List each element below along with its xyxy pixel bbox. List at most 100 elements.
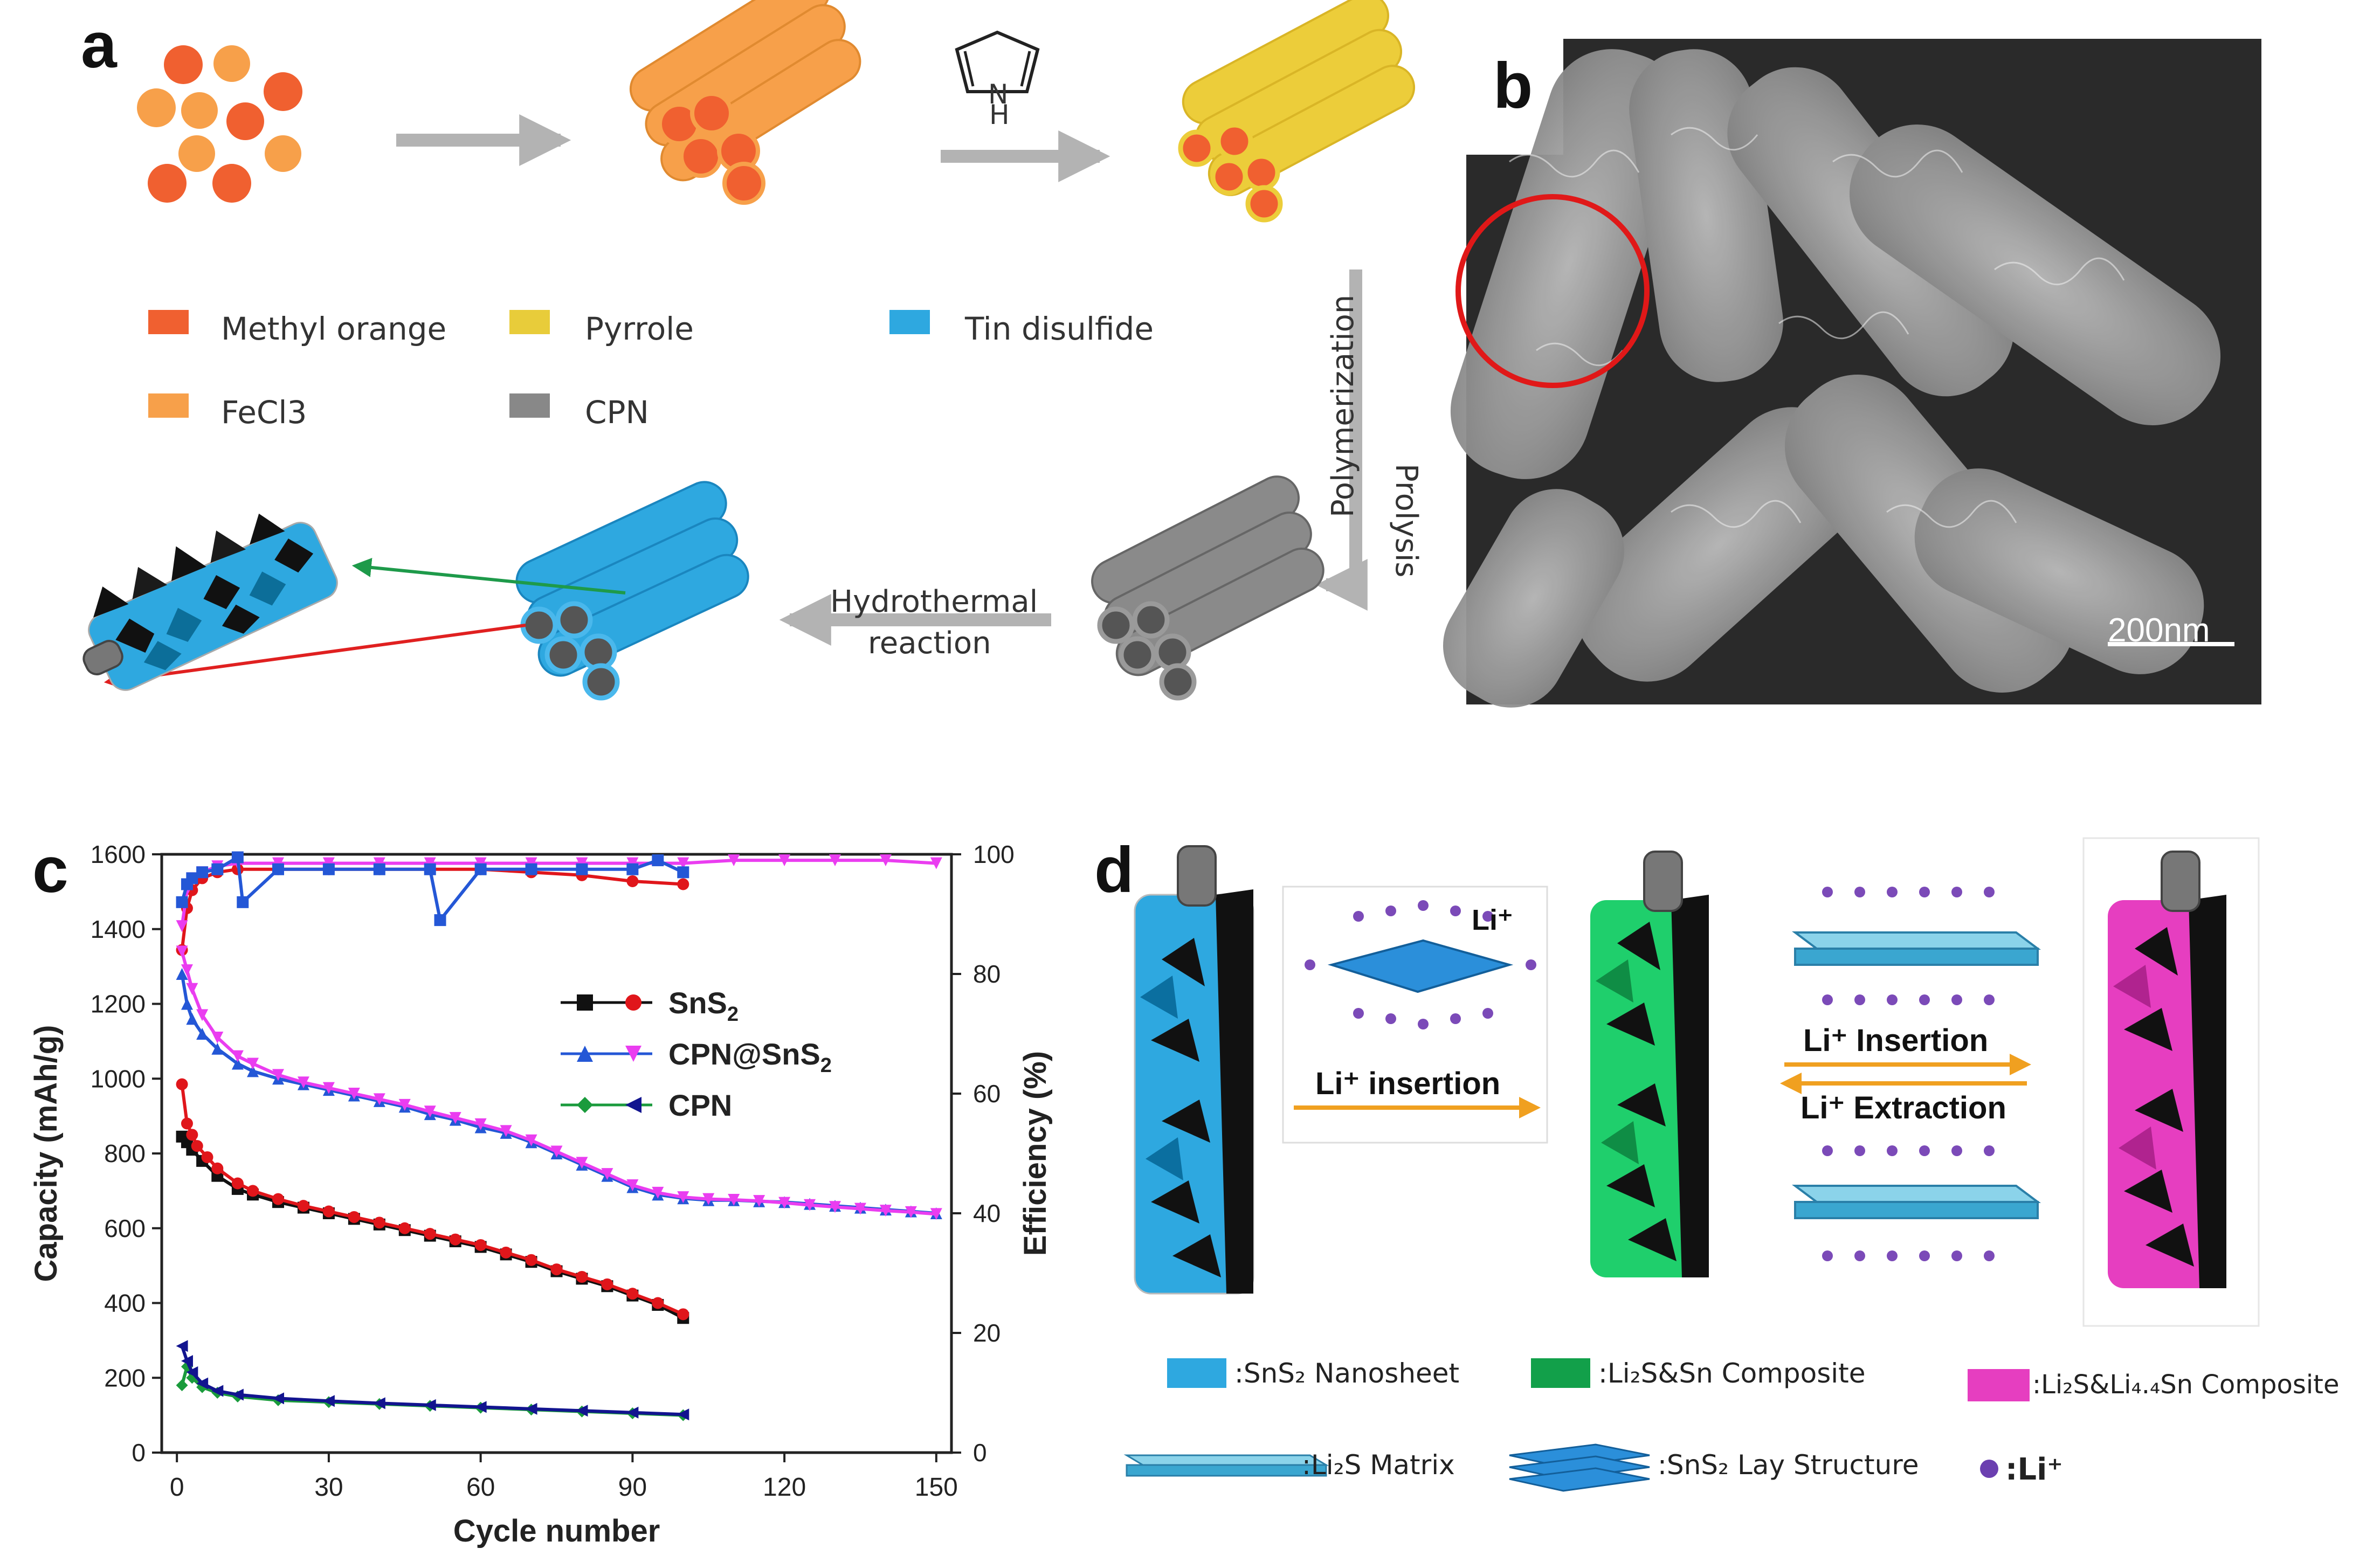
methyl-orange-fecl3-particles [137,45,302,203]
data-point [449,1112,461,1124]
data-point [272,857,284,869]
data-point [373,1093,385,1105]
data-point [728,854,740,867]
data-point [753,1195,765,1207]
x-axis-label: Cycle number [453,1513,660,1549]
panel-a-legend: Methyl orange Pyrrole Tin disulfide FeCl… [148,310,1154,431]
y2-tick-label: 20 [973,1319,1001,1347]
data-point [231,1058,244,1070]
y-tick-label: 200 [104,1364,146,1392]
data-point [211,1162,224,1174]
data-point [424,1399,436,1411]
data-point [297,1076,309,1089]
legend-label-cpn: CPN [585,394,649,431]
data-point [201,1151,213,1163]
legend-label-sns2-nanosheet: :SnS₂ Nanosheet [1234,1358,1459,1389]
data-point [626,1179,639,1191]
series-line [180,973,937,1215]
data-point [196,1028,209,1040]
sem-image: 200nm [1443,39,2261,708]
data-point [272,1069,284,1081]
data-point [905,1206,917,1218]
data-point [176,968,188,980]
data-point [525,1254,537,1266]
data-point [677,866,689,879]
green-zoom-arrow [351,557,626,595]
li-ion-label: Li⁺ [1472,904,1513,936]
data-point [322,1395,335,1407]
data-point [348,1088,360,1100]
data-point [576,1270,588,1283]
data-point [677,857,689,869]
insertion-box [1282,886,1548,1144]
arrow-label-insertion: Li⁺ insertion [1315,1066,1500,1101]
data-point [474,1118,487,1130]
data-point [373,1397,385,1409]
data-point [424,863,436,875]
data-point [474,863,487,875]
data-point [211,1031,224,1043]
data-point [398,1222,411,1234]
legend-label-methyl-orange: Methyl orange [221,310,446,347]
data-point [601,1278,613,1290]
data-point [879,854,892,867]
data-point [373,863,385,875]
data-point [176,1340,188,1352]
y2-tick-label: 100 [973,840,1015,868]
data-point [424,857,436,869]
data-point [677,1308,689,1321]
cpn-sns2-composite-rod [82,513,338,691]
data-point [176,896,188,908]
step-label-polymerization: Polymerization [1326,295,1361,517]
y2-tick-label: 80 [973,960,1001,988]
data-point [449,1233,461,1246]
data-point [322,1205,335,1218]
data-point [176,945,188,958]
data-point [373,1217,385,1229]
data-point [424,1105,436,1118]
legend-marker [577,994,593,1011]
legend-swatch-li2s-sn [1531,1358,1590,1388]
data-point [525,1134,537,1146]
data-point [181,1355,193,1367]
data-point [576,863,588,875]
data-point [626,1406,639,1419]
y-tick-label: 600 [104,1214,146,1242]
data-point [424,1228,436,1240]
data-point [525,863,537,875]
data-point [211,1385,224,1397]
legend-swatch-li-ion [1980,1460,1998,1478]
y-tick-label: 800 [104,1139,146,1167]
data-point [272,863,284,875]
data-point [398,1098,411,1111]
pyrrole-bundle-ends [1178,122,1283,223]
legend-swatch-sns2-nanosheet [1167,1358,1226,1388]
data-point [247,1065,259,1077]
y-tick-label: 0 [132,1439,146,1467]
data-point [272,1392,284,1405]
legend-swatch-methyl-orange [148,310,189,334]
data-point [231,1050,244,1062]
legend-marker [625,1046,641,1062]
data-point [186,1013,198,1025]
y2-tick-label: 60 [973,1080,1001,1108]
data-point [231,851,244,863]
data-point [181,998,193,1010]
panel-letter-a: a [81,9,118,81]
data-point [196,1009,209,1021]
sem-scale-label: 200nm [2108,612,2210,649]
data-point [728,1194,740,1206]
legend-label: SnS2 [668,986,739,1026]
data-point [677,1408,689,1421]
data-point [231,1388,244,1401]
data-point [930,857,942,869]
y-tick-label: 400 [104,1289,146,1317]
pyrrole-n-label: N [988,79,1008,110]
cpn-bundle-ends [1097,601,1197,701]
legend-label: CPN@SnS2 [668,1037,832,1077]
data-point [778,1197,791,1209]
data-point [500,1125,512,1137]
y2-tick-label: 40 [973,1199,1001,1227]
data-point [181,964,193,977]
data-point [525,857,537,869]
